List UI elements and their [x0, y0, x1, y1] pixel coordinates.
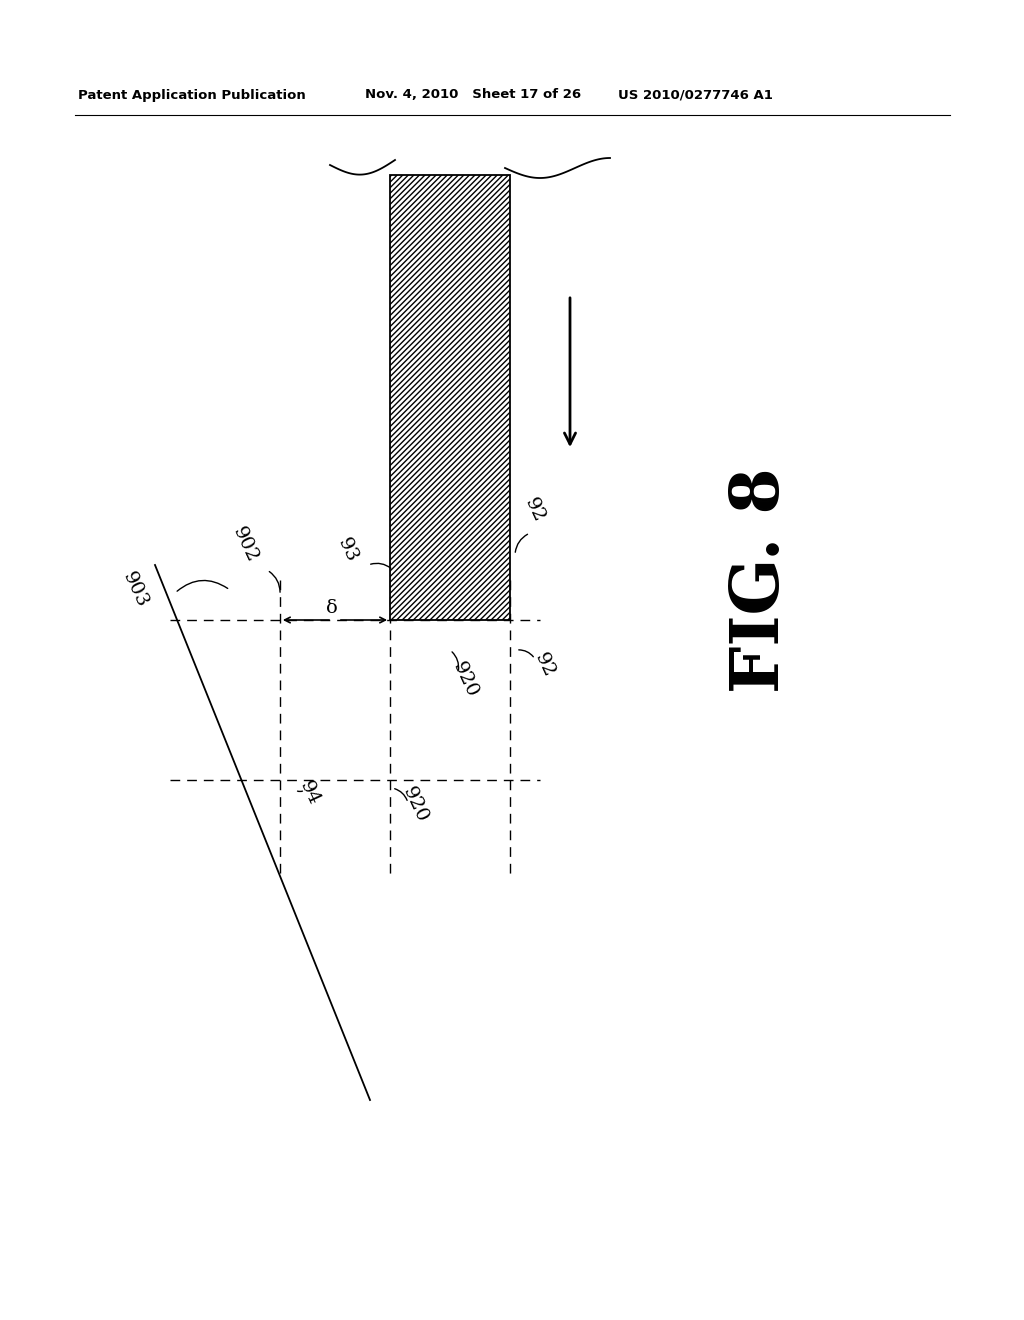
- Text: δ: δ: [326, 599, 338, 616]
- Text: 94: 94: [297, 777, 324, 808]
- Text: 93: 93: [335, 535, 361, 565]
- Text: 920: 920: [449, 659, 481, 701]
- Text: Patent Application Publication: Patent Application Publication: [78, 88, 306, 102]
- Text: 903: 903: [119, 569, 152, 611]
- Text: FIG. 8: FIG. 8: [727, 467, 793, 693]
- Text: US 2010/0277746 A1: US 2010/0277746 A1: [618, 88, 773, 102]
- Text: 920: 920: [399, 784, 431, 826]
- Bar: [390, 176, 510, 620]
- Text: 92: 92: [521, 495, 549, 525]
- Text: Nov. 4, 2010   Sheet 17 of 26: Nov. 4, 2010 Sheet 17 of 26: [365, 88, 582, 102]
- Text: 902: 902: [229, 524, 261, 566]
- Text: 92: 92: [531, 649, 558, 680]
